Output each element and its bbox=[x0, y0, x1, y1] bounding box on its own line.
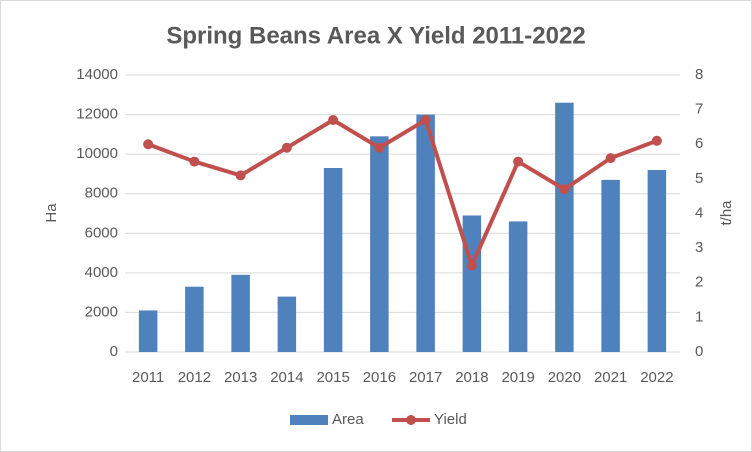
x-tick-label: 2012 bbox=[178, 369, 211, 386]
y-tick-label: 4000 bbox=[85, 264, 118, 281]
line-marker bbox=[281, 142, 292, 153]
bar bbox=[231, 274, 250, 352]
y2-tick-label: 5 bbox=[695, 170, 703, 187]
x-tick-label: 2018 bbox=[455, 369, 488, 386]
x-tick-label: 2019 bbox=[501, 369, 534, 386]
y2-tick-label: 4 bbox=[695, 204, 703, 221]
y2-tick-label: 7 bbox=[695, 101, 703, 118]
legend-label: Yield bbox=[434, 411, 467, 428]
x-tick-label: 2021 bbox=[594, 369, 627, 386]
x-tick-label: 2017 bbox=[409, 369, 442, 386]
y2-axis-label: t/ha bbox=[718, 200, 735, 226]
y2-tick-label: 1 bbox=[695, 308, 703, 325]
bar bbox=[462, 215, 482, 352]
line-marker bbox=[651, 135, 662, 146]
y-axis-label: Ha bbox=[43, 203, 60, 223]
y-tick-label: 14000 bbox=[76, 66, 118, 83]
bar bbox=[555, 102, 574, 352]
x-tick-label: 2016 bbox=[363, 369, 396, 386]
line-marker bbox=[466, 260, 477, 271]
line bbox=[147, 118, 658, 268]
x-tick-label: 2014 bbox=[270, 369, 303, 386]
line-marker bbox=[559, 184, 570, 195]
y2-tick-label: 2 bbox=[695, 274, 703, 291]
y-tick-label: 10000 bbox=[76, 145, 118, 162]
x-tick-label: 2015 bbox=[316, 369, 349, 386]
line-marker bbox=[189, 156, 200, 167]
line-marker bbox=[605, 153, 616, 164]
x-tick-label: 2013 bbox=[224, 369, 257, 386]
x-tick-label: 2020 bbox=[548, 369, 581, 386]
bar bbox=[277, 296, 297, 352]
y-tick-label: 2000 bbox=[85, 303, 118, 320]
y-tick-label: 0 bbox=[110, 343, 118, 360]
line-marker bbox=[235, 170, 246, 181]
bar bbox=[601, 179, 620, 352]
bar bbox=[323, 167, 343, 352]
bar bbox=[370, 136, 389, 352]
bar bbox=[416, 114, 435, 352]
legend-label: Area bbox=[332, 411, 364, 428]
line-marker bbox=[420, 115, 431, 126]
bar bbox=[508, 221, 528, 352]
y-tick-label: 6000 bbox=[85, 224, 118, 241]
y2-tick-label: 6 bbox=[695, 135, 703, 152]
y-tick-label: 12000 bbox=[76, 106, 118, 123]
legend-swatch bbox=[290, 415, 328, 425]
bar bbox=[138, 310, 158, 352]
line-marker bbox=[513, 156, 524, 167]
y2-tick-label: 8 bbox=[695, 66, 703, 83]
line-marker bbox=[328, 115, 339, 126]
x-tick-label: 2022 bbox=[640, 369, 673, 386]
line-marker bbox=[374, 142, 385, 153]
y-tick-label: 8000 bbox=[85, 185, 118, 202]
line-marker bbox=[143, 139, 154, 150]
legend-marker bbox=[406, 415, 416, 425]
y2-tick-label: 0 bbox=[695, 343, 703, 360]
chart-title: Spring Beans Area X Yield 2011-2022 bbox=[166, 22, 585, 49]
x-tick-label: 2011 bbox=[132, 369, 164, 386]
y2-tick-label: 3 bbox=[695, 239, 703, 256]
bar bbox=[647, 169, 667, 352]
bar bbox=[185, 286, 204, 352]
